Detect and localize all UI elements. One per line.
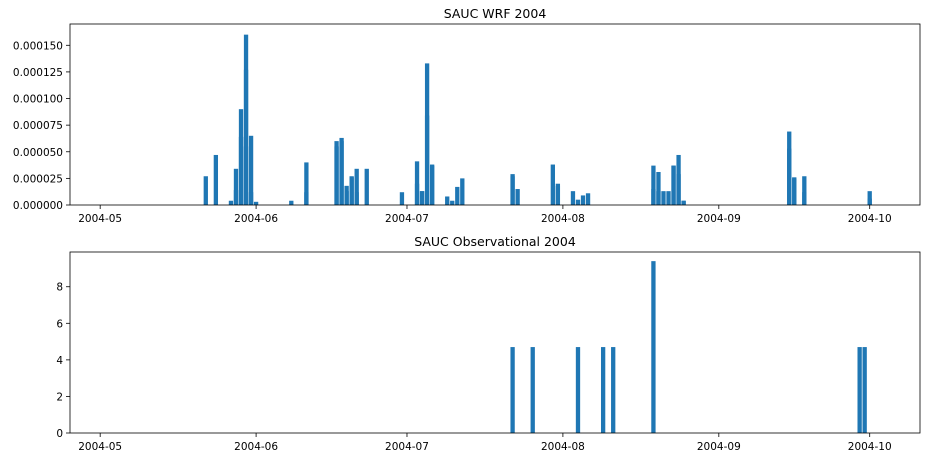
observational-chart-title: SAUC Observational 2004 [414, 234, 576, 249]
wrf-x-axis: 2004-05 2004-06 2004-07 2004-08 2004-09 2004-… [78, 205, 892, 225]
wrf-x-tick-label: 2004-07 [385, 213, 429, 225]
observational-x-tick-label: 2004-05 [78, 441, 122, 453]
observational-y-tick-label: 0 [56, 428, 63, 440]
observational-bar [611, 347, 616, 433]
observational-y-tick-label: 6 [56, 318, 63, 330]
wrf-plot-frame [69, 23, 921, 206]
wrf-bar [455, 186, 460, 205]
wrf-bar [228, 200, 234, 205]
observational-y-axis: 0 2 4 6 8 [56, 282, 70, 440]
observational-x-tick-label: 2004-10 [848, 441, 892, 453]
wrf-bar [213, 154, 219, 205]
observational-bar [600, 347, 606, 433]
observational-y-tick-label: 2 [56, 391, 63, 403]
observational-bar [530, 347, 535, 433]
wrf-bar [867, 198, 872, 205]
wrf-bar [792, 178, 797, 205]
wrf-bar [344, 185, 349, 205]
wrf-bar [802, 192, 807, 205]
wrf-bar [289, 200, 294, 205]
wrf-x-tick-label: 2004-09 [697, 213, 741, 225]
wrf-x-tick-label: 2004-05 [78, 213, 122, 225]
wrf-bar [510, 174, 515, 205]
wrf-bar [399, 192, 405, 205]
wrf-y-tick-label: 0.000100 [13, 94, 63, 106]
wrf-x-tick-label: 2004-06 [234, 213, 278, 225]
observational-y-tick-label: 8 [56, 282, 63, 294]
wrf-bar [671, 165, 676, 205]
wrf-bar [243, 69, 249, 205]
observational-x-tick-label: 2004-09 [697, 441, 741, 453]
wrf-bar [681, 200, 686, 205]
observational-chart: SAUC Observational 2004 2004-05 2004-06 20… [56, 234, 921, 453]
wrf-y-tick-label: 0.000025 [13, 173, 63, 185]
wrf-bar [867, 191, 872, 205]
wrf-bar [656, 191, 661, 205]
wrf-bar [570, 191, 576, 205]
wrf-bar [666, 191, 671, 205]
wrf-bar [349, 176, 354, 205]
wrf-bar [787, 131, 792, 205]
observational-plot-frame [69, 251, 921, 434]
wrf-bar [445, 196, 450, 205]
wrf-bar [555, 183, 561, 205]
wrf-bar [580, 195, 586, 205]
wrf-bar [339, 137, 344, 205]
wrf-y-tick-label: 0.000150 [13, 40, 63, 52]
wrf-bar [676, 174, 681, 205]
observational-x-tick-label: 2004-06 [234, 441, 278, 453]
wrf-bar [304, 162, 309, 205]
wrf-bar [364, 168, 369, 205]
wrf-bar [233, 168, 239, 205]
wrf-bar [450, 200, 455, 205]
observational-x-tick-label: 2004-07 [385, 441, 429, 453]
wrf-bar [575, 199, 581, 205]
wrf-y-tick-label: 0.000000 [13, 200, 63, 212]
observational-y-tick-label: 4 [56, 355, 63, 367]
wrf-bar [419, 191, 425, 205]
wrf-bar [253, 201, 259, 205]
wrf-bar [429, 165, 435, 205]
wrf-bar [661, 191, 666, 205]
wrf-bar [651, 165, 656, 205]
observational-bar [857, 347, 862, 433]
wrf-bars [203, 34, 872, 206]
wrf-bar [585, 193, 591, 205]
wrf-x-tick-label: 2004-10 [848, 213, 892, 225]
observational-bar [575, 347, 581, 433]
wrf-y-tick-label: 0.000125 [13, 67, 63, 79]
wrf-bar [460, 178, 465, 205]
observational-bar [862, 347, 867, 433]
wrf-bar [248, 192, 254, 205]
wrf-bar [354, 192, 359, 205]
wrf-bar [550, 164, 555, 205]
observational-bar [510, 347, 515, 433]
observational-bar [651, 261, 656, 433]
observational-x-axis: 2004-05 2004-06 2004-07 2004-08 2004-09 2004-… [78, 433, 892, 453]
wrf-bar [203, 176, 208, 205]
wrf-bar [238, 109, 244, 205]
wrf-bar [248, 135, 254, 205]
observational-bars [510, 261, 867, 433]
observational-x-tick-label: 2004-08 [541, 441, 585, 453]
wrf-bar [414, 161, 420, 205]
wrf-bar [802, 176, 807, 205]
wrf-y-tick-label: 0.000050 [13, 147, 63, 159]
wrf-y-tick-label: 0.000075 [13, 120, 63, 132]
wrf-chart-title: SAUC WRF 2004 [444, 6, 547, 21]
wrf-x-tick-label: 2004-08 [541, 213, 585, 225]
wrf-bar [656, 171, 661, 205]
wrf-bar [334, 146, 339, 205]
wrf-bar [354, 168, 359, 205]
wrf-bar [515, 189, 520, 205]
wrf-y-axis: 0.000000 0.000025 0.000050 0.000075 0.000100… [13, 40, 70, 212]
wrf-chart: SAUC WRF 2004 2004-05 2004-06 2004-07 2004-… [13, 6, 921, 225]
wrf-bar [424, 115, 430, 205]
